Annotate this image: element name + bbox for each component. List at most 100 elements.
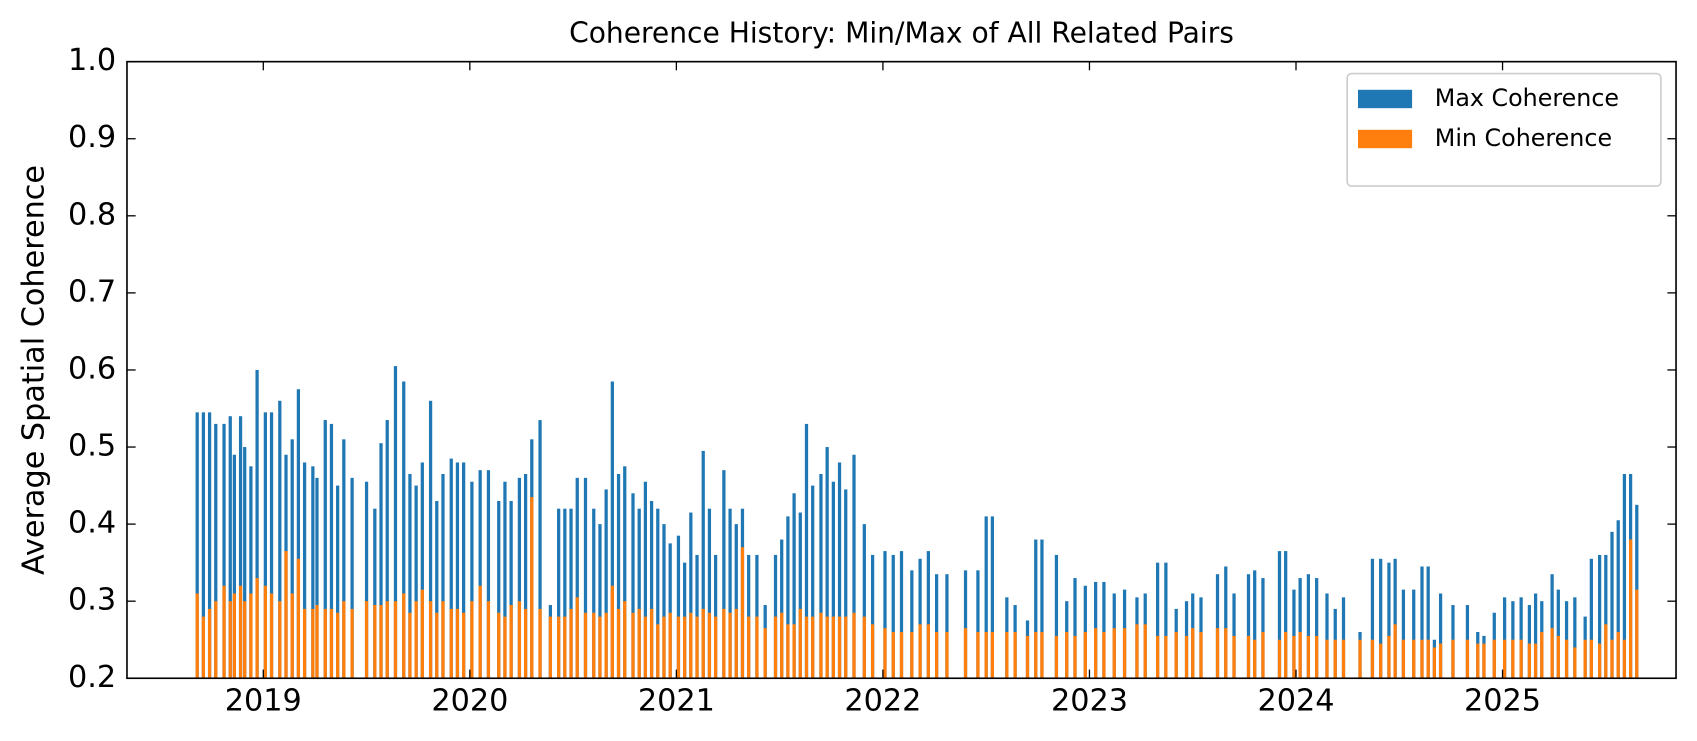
bar xyxy=(455,608,460,679)
bar xyxy=(207,608,212,679)
bar xyxy=(780,539,784,679)
bar xyxy=(393,366,398,679)
bar xyxy=(1215,574,1220,679)
legend-label: Min Coherence xyxy=(1435,124,1612,152)
bar xyxy=(557,616,561,679)
bar xyxy=(364,481,369,679)
bar xyxy=(1261,578,1265,679)
bar xyxy=(249,466,253,679)
bar xyxy=(701,608,705,679)
bar xyxy=(402,381,406,679)
bar xyxy=(804,423,809,679)
bar xyxy=(616,474,621,679)
bar xyxy=(255,369,259,679)
bar xyxy=(228,601,232,679)
bar xyxy=(763,628,767,679)
bar xyxy=(449,458,453,679)
bar xyxy=(249,593,253,679)
bar xyxy=(811,485,815,679)
bar xyxy=(323,608,327,679)
bar xyxy=(1215,628,1220,679)
bar xyxy=(462,462,466,679)
bar xyxy=(1556,635,1560,679)
bar xyxy=(350,608,354,679)
bar xyxy=(497,500,501,679)
bar xyxy=(503,481,507,679)
bar xyxy=(656,508,660,679)
bar xyxy=(811,616,815,679)
bar xyxy=(1083,632,1087,679)
x-tick-label: 2025 xyxy=(1464,684,1541,719)
bar xyxy=(1005,632,1009,679)
bar xyxy=(984,632,988,679)
x-tick-label: 2019 xyxy=(225,684,302,719)
bar xyxy=(1393,624,1397,679)
bar xyxy=(1550,628,1554,679)
bar xyxy=(517,601,522,679)
y-tick-label: 0.9 xyxy=(68,120,116,155)
bar xyxy=(631,612,635,679)
bar xyxy=(1184,635,1189,679)
bar xyxy=(1635,589,1639,679)
bar xyxy=(232,454,236,679)
bar xyxy=(414,485,418,679)
bar xyxy=(662,616,666,679)
y-tick-label: 1.0 xyxy=(68,43,116,78)
bar xyxy=(616,608,621,679)
x-tick-label: 2023 xyxy=(1051,684,1128,719)
bar xyxy=(976,632,980,679)
bar xyxy=(441,474,445,679)
bar xyxy=(676,535,681,679)
bar xyxy=(342,439,346,679)
bar xyxy=(722,470,726,679)
bar xyxy=(844,616,848,679)
bar xyxy=(656,624,660,679)
bar xyxy=(1065,632,1069,679)
bar xyxy=(302,462,307,679)
bar xyxy=(420,589,424,679)
bar xyxy=(786,624,790,679)
bar xyxy=(497,612,501,679)
bar xyxy=(990,516,995,679)
bar xyxy=(837,616,842,679)
bar xyxy=(786,516,790,679)
bar xyxy=(243,447,247,679)
bar xyxy=(538,608,542,679)
bar xyxy=(379,443,383,679)
bar xyxy=(1438,593,1443,679)
bar xyxy=(373,508,377,679)
bar xyxy=(1550,574,1554,679)
bar xyxy=(1246,574,1251,679)
bar xyxy=(269,593,274,679)
bar xyxy=(1315,578,1319,679)
bar xyxy=(1379,643,1383,679)
bar xyxy=(1628,539,1633,679)
bar xyxy=(1616,632,1620,679)
bar xyxy=(1277,551,1282,679)
bar xyxy=(852,454,856,679)
bar xyxy=(683,616,687,679)
bar xyxy=(1476,643,1480,679)
bar xyxy=(734,524,738,679)
bar xyxy=(1253,570,1257,679)
bar xyxy=(1054,554,1059,679)
bar xyxy=(1174,632,1178,679)
bar xyxy=(486,470,491,679)
bar xyxy=(336,485,340,679)
bar xyxy=(569,608,573,679)
bar xyxy=(976,570,980,679)
bar xyxy=(713,616,718,679)
bar xyxy=(414,601,418,679)
bar xyxy=(329,423,334,679)
bar xyxy=(1451,639,1455,679)
bar xyxy=(263,412,267,679)
bar xyxy=(740,547,745,679)
bar xyxy=(214,423,218,679)
bar xyxy=(934,574,939,679)
bar xyxy=(792,624,796,679)
bar xyxy=(1298,632,1302,679)
bar xyxy=(926,551,930,679)
bar xyxy=(1438,643,1443,679)
bar xyxy=(238,585,243,679)
bar xyxy=(1164,635,1168,679)
